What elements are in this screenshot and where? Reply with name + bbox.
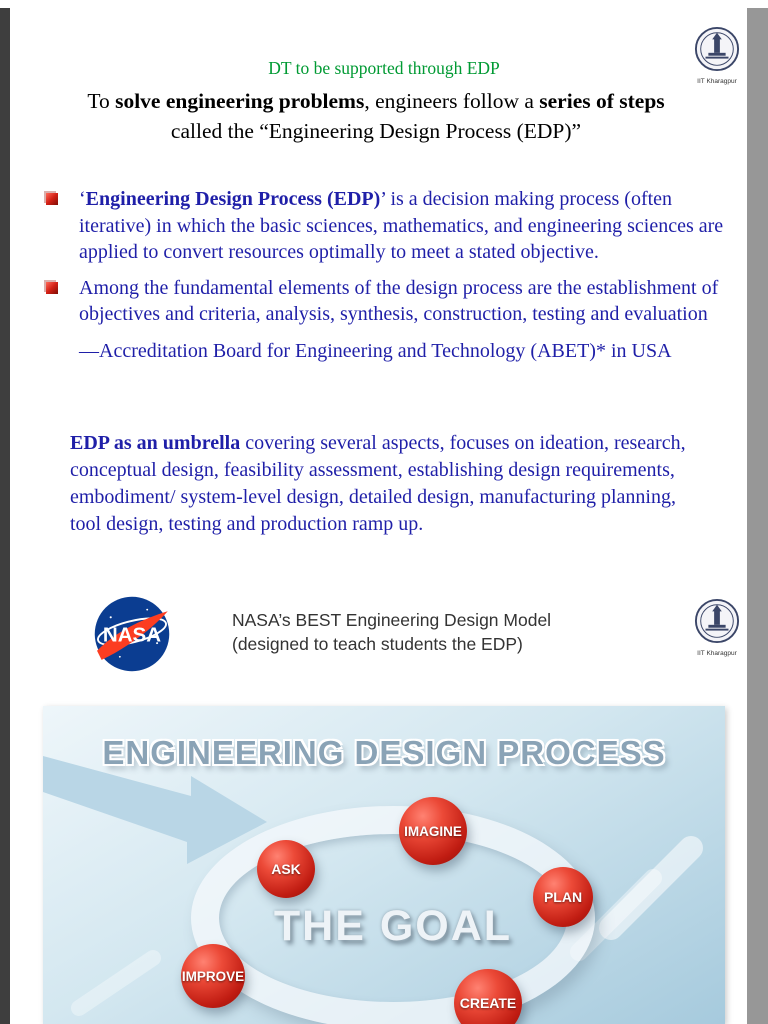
- nasa-caption-line2: (designed to teach students the EDP): [232, 634, 523, 654]
- bullet-square-icon: [46, 281, 58, 294]
- background-arrows-decoration: [43, 756, 703, 1016]
- node-imagine-label: IMAGINE: [404, 823, 462, 839]
- slide-title: DT to be supported through EDP: [268, 58, 500, 78]
- nasa-insignia-icon: NASA: [94, 596, 170, 672]
- nasa-logo: NASA: [94, 596, 170, 672]
- iit-kharagpur-logo: IIT Kharagpur: [688, 598, 746, 658]
- bullet-square-icon: [46, 193, 58, 205]
- slide-subtitle: To solve engineering problems, engineers…: [30, 86, 722, 146]
- iit-emblem-icon: [694, 26, 740, 72]
- umbrella-paragraph: EDP as an umbrella covering several aspe…: [70, 432, 686, 535]
- nasa-caption-block: NASA’s BEST Engineering Design Model (de…: [232, 608, 551, 656]
- node-improve-label: IMPROVE: [181, 968, 245, 984]
- bullet-item-1: ‘Engineering Design Process (EDP)’ is a …: [46, 186, 724, 266]
- edp-graphic-title: ENGINEERING DESIGN PROCESS: [102, 734, 666, 771]
- iit-kharagpur-logo: IIT Kharagpur: [688, 26, 746, 86]
- edp-process-image: ENGINEERING DESIGN PROCESS THE GOAL ASK …: [43, 706, 725, 1024]
- nasa-caption-line1: NASA’s BEST Engineering Design Model: [232, 610, 552, 630]
- node-create-label: CREATE: [459, 995, 517, 1011]
- subtitle-line-2: called the “Engineering Design Process (…: [170, 119, 582, 143]
- node-ask: ASK: [257, 840, 315, 898]
- bullet-text-2: Among the fundamental elements of the de…: [79, 276, 719, 326]
- viewer-margin-left: [0, 8, 10, 1024]
- nasa-wordmark: NASA: [103, 624, 161, 647]
- viewer-margin-right: [747, 8, 768, 1024]
- goal-label: THE GOAL: [273, 902, 513, 950]
- bullet-text-1: ‘Engineering Design Process (EDP)’ is a …: [79, 188, 724, 263]
- node-improve: IMPROVE: [181, 944, 245, 1008]
- abet-attribution: —Accreditation Board for Engineering and…: [79, 339, 672, 362]
- node-plan: PLAN: [533, 867, 593, 927]
- iit-emblem-icon: [694, 598, 740, 644]
- iit-logo-caption: IIT Kharagpur: [697, 650, 737, 657]
- subtitle-line-1: To solve engineering problems, engineers…: [87, 89, 665, 113]
- bullet-item-2: Among the fundamental elements of the de…: [46, 275, 724, 328]
- node-ask-label: ASK: [271, 861, 301, 877]
- bullet-list: ‘Engineering Design Process (EDP)’ is a …: [46, 186, 724, 364]
- node-create: CREATE: [454, 969, 522, 1024]
- node-plan-label: PLAN: [543, 889, 583, 905]
- iit-logo-caption: IIT Kharagpur: [697, 78, 737, 85]
- node-imagine: IMAGINE: [399, 797, 467, 865]
